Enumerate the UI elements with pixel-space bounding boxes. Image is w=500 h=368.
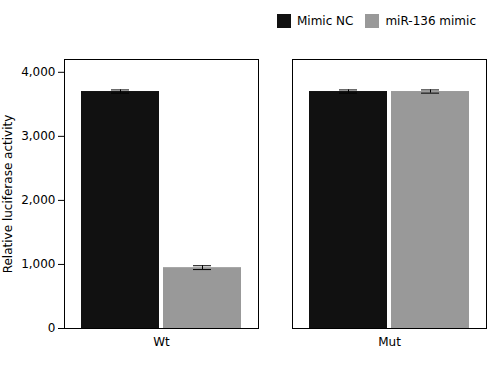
svg-text:4,000: 4,000: [21, 65, 55, 79]
html-text:Mimic NC: Mimic NC: [296, 13, 354, 28]
svg-text:Relative luciferase activity: Relative luciferase activity: [1, 115, 15, 274]
svg-text:1,000: 1,000: [21, 257, 55, 271]
html-text:miR-136 mimic: miR-136 mimic: [385, 13, 476, 28]
svg-text:3,000: 3,000: [21, 129, 55, 143]
svg-text:0: 0: [48, 321, 56, 335]
svg-text:2,000: 2,000: [21, 193, 55, 207]
svg-text:Wt: Wt: [153, 335, 170, 349]
svg-text:Mut: Mut: [378, 335, 401, 349]
